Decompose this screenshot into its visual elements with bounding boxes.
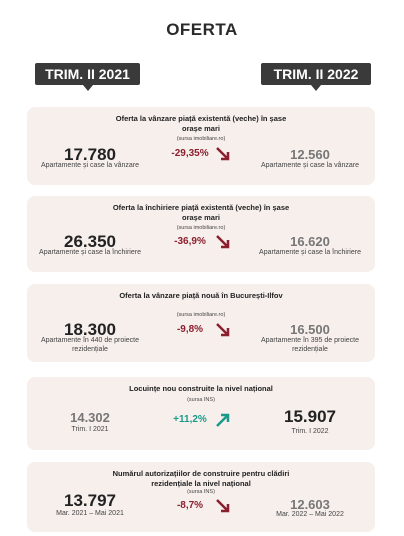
change: +11,2% (173, 414, 207, 425)
left-value: 13.797 (64, 491, 116, 510)
card-title: Numărul autorizațiilor de construire pen… (112, 469, 290, 488)
trend-arrow (216, 323, 230, 337)
trend-arrow (216, 499, 230, 513)
trend-arrow (216, 413, 230, 427)
right-value: 12.560 (290, 147, 330, 162)
left-label: Mar. 2021 – Mai 2021 (56, 510, 124, 517)
card: Oferta la închiriere piață existentă (ve… (27, 196, 375, 272)
left-value: 14.302 (70, 410, 110, 425)
change: -36,9% (174, 236, 206, 247)
trend-arrow (216, 235, 230, 249)
right-value: 12.603 (290, 497, 330, 512)
left-value: 26.350 (64, 232, 116, 251)
right-label: Trim. I 2022 (291, 428, 329, 435)
left-value: 17.780 (64, 145, 116, 164)
card-title: Locuințe nou construite la nivel naționa… (129, 384, 273, 393)
card-source: (sursa INS) (187, 397, 215, 403)
card-title: Oferta la vânzare piață nouă în Bucureșt… (119, 291, 283, 300)
card-source: (sursa INS) (187, 489, 215, 495)
right-label: Apartamente și case la închiriere (259, 249, 361, 256)
right-label: Mar. 2022 – Mai 2022 (276, 511, 344, 518)
card-source: (sursa imobiliare.ro) (176, 312, 226, 318)
card: Oferta la vânzare piață existentă (veche… (27, 107, 375, 185)
page-title: OFERTA (166, 20, 238, 39)
change: -9,8% (176, 324, 204, 335)
left-value: 18.300 (64, 320, 116, 339)
change: -29,35% (171, 148, 209, 159)
left-label: Trim. I 2021 (71, 426, 109, 433)
left-label: Apartamente în 440 de proiecte rezidenți… (40, 337, 140, 353)
card: Oferta la vânzare piață nouă în Bucureșt… (27, 284, 375, 362)
right-value: 16.620 (290, 234, 330, 249)
right-label: Apartamente în 395 de proiecte rezidenți… (260, 337, 360, 353)
right-value: 16.500 (290, 322, 330, 337)
left-label: Apartamente și case la închiriere (39, 249, 141, 256)
card-title: Oferta la închiriere piață existentă (ve… (112, 203, 290, 222)
right-value: 15.907 (284, 407, 336, 426)
card: Locuințe nou construite la nivel naționa… (27, 377, 375, 450)
period-right: TRIM. II 2022 (261, 63, 371, 91)
trend-arrow (216, 147, 230, 161)
card-title: Oferta la vânzare piață existentă (veche… (115, 114, 287, 133)
left-label: Apartamente și case la vânzare (40, 162, 140, 169)
card-source: (sursa imobiliare.ro) (176, 136, 226, 142)
card-source: (sursa imobiliare.ro) (176, 225, 226, 231)
period-left: TRIM. II 2021 (35, 63, 140, 91)
change: -8,7% (176, 500, 204, 511)
right-label: Apartamente și case la vânzare (260, 162, 360, 169)
card: Numărul autorizațiilor de construire pen… (27, 462, 375, 532)
